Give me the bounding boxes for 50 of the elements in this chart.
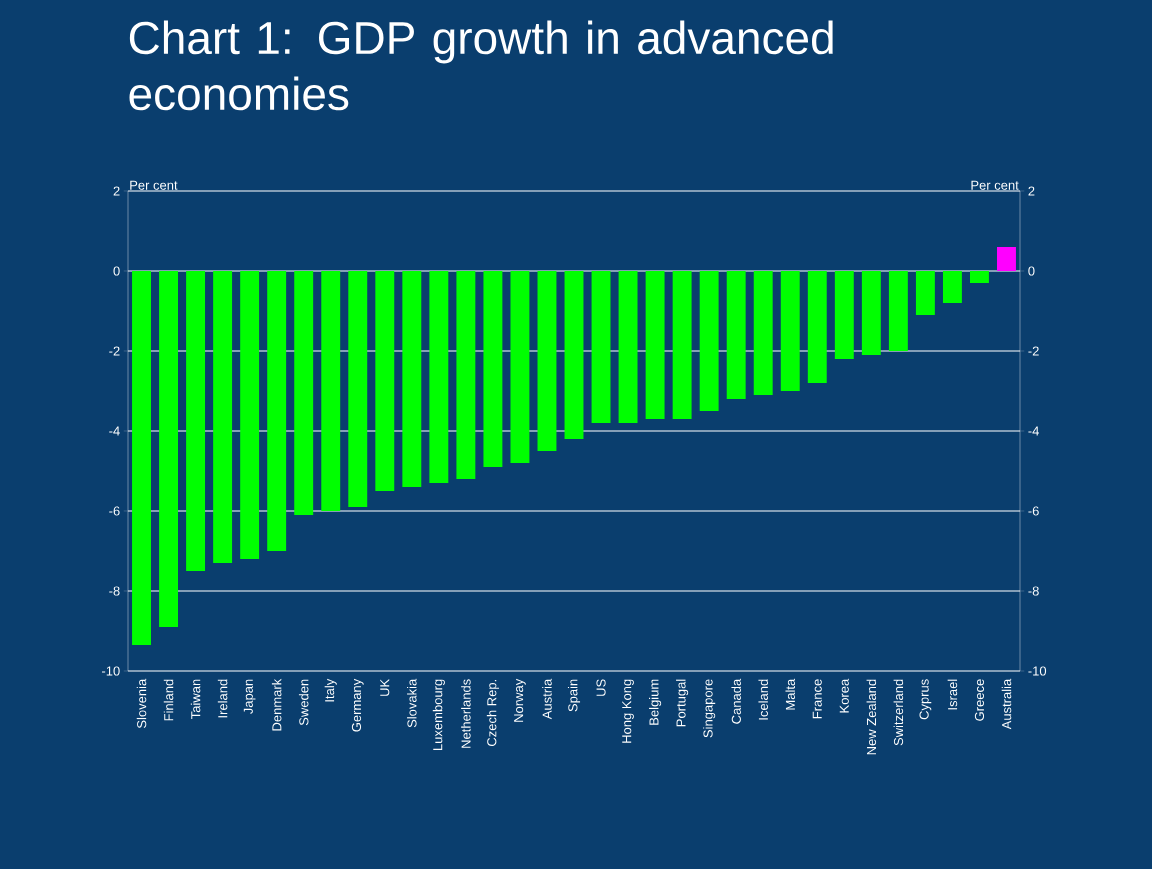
y2-tick-label: 0 [1028, 266, 1035, 276]
x-tick-label: UK [380, 678, 390, 696]
y2-tick-label: -4 [1028, 426, 1039, 436]
y-tick-label: -8 [109, 586, 120, 596]
x-tick-label: Canada [731, 678, 741, 724]
y-tick-label: 0 [113, 266, 120, 276]
x-tick-label: Cyprus [919, 679, 932, 720]
x-tick-label: Germany [351, 678, 364, 732]
x-tick-label: Singapore [703, 679, 716, 738]
x-tick-label: Sweden [298, 679, 309, 726]
x-tick-label: US [596, 679, 606, 696]
y-tick-label: -10 [102, 666, 120, 676]
x-tick-label: Japan [243, 679, 256, 714]
x-tick-label: Slovakia [407, 678, 417, 728]
x-tick-label: Hong Kong [622, 679, 634, 743]
x-tick-label: Taiwan [190, 679, 201, 719]
x-tick-label: Australia [1001, 678, 1012, 730]
x-tick-label: Greece [974, 679, 985, 721]
x-tick-label: Korea [839, 678, 849, 713]
y-axis-title: Per cent [130, 180, 178, 190]
y2-tick-label: 2 [1028, 186, 1035, 196]
y-tick-label: -2 [109, 346, 120, 356]
x-tick-label: Ireland [217, 679, 228, 718]
y2-axis-title: Per cent [971, 180, 1019, 190]
x-tick-label: Belgium [649, 679, 662, 725]
x-tick-label: Israel [947, 679, 958, 710]
chart-title: Chart 1: GDP growth in advanced economies [129, 20, 833, 111]
y-tick-label: -6 [109, 506, 120, 516]
y-tick-label: 2 [113, 186, 120, 196]
y2-tick-label: -8 [1028, 586, 1039, 596]
x-tick-label: Netherlands [461, 679, 471, 748]
x-tick-label: New Zealand [866, 679, 877, 755]
y2-tick-label: -10 [1028, 666, 1047, 676]
x-tick-label: Italy [324, 678, 337, 702]
x-tick-label: Denmark [271, 678, 282, 731]
x-tick-label: Austria [542, 678, 552, 720]
y-tick-label: -4 [109, 426, 120, 436]
x-tick-label: Malta [785, 678, 796, 710]
y2-tick-label: -6 [1028, 506, 1039, 516]
x-tick-label: Spain [567, 679, 581, 712]
x-tick-label: Norway [514, 678, 526, 722]
x-tick-label: Portugal [676, 679, 689, 727]
x-tick-label: Luxembourg [432, 679, 445, 750]
x-tick-label: Iceland [758, 679, 768, 720]
x-tick-label: France [812, 679, 822, 719]
x-tick-label: Switzerland [893, 679, 904, 746]
x-tick-label: Czech Rep. [486, 679, 499, 747]
x-tick-label: Finland [163, 679, 174, 721]
y2-tick-label: -2 [1028, 346, 1039, 356]
x-tick-label: Slovenia [136, 678, 147, 729]
